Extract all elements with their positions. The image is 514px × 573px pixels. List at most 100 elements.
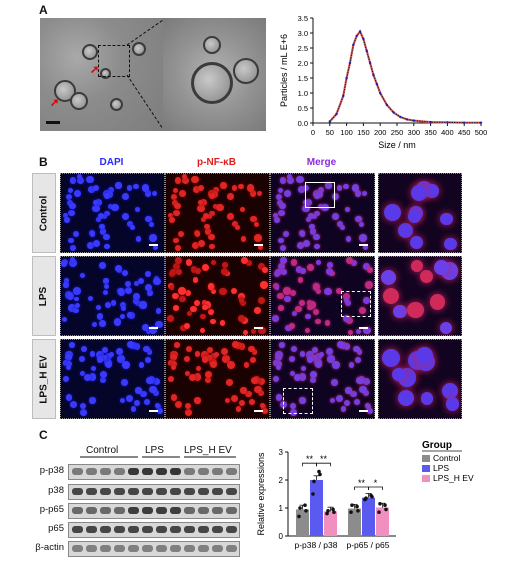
data-point (345, 76, 348, 80)
panel-letter-c: C (39, 428, 48, 442)
legend-label: LPS_H EV (433, 473, 474, 483)
band (114, 468, 125, 475)
bar-control (348, 508, 361, 536)
panel-letter-a: A (39, 3, 48, 17)
band (114, 545, 125, 552)
row-label-control: Control (32, 173, 56, 253)
micrograph-lps-h-ev-dapi (60, 339, 165, 419)
y-tick-label: 3.5 (298, 14, 308, 23)
legend-title: Group (422, 440, 452, 451)
x-axis-label: Size / nm (378, 140, 416, 150)
blot-strip (68, 522, 240, 538)
y-tick-label: 2 (279, 476, 284, 485)
zoom-region-box (341, 291, 371, 317)
x-tick-label: 400 (441, 128, 454, 137)
x-tick-label: 150 (357, 128, 370, 137)
panel-letter-b: B (39, 155, 48, 169)
band (128, 468, 139, 475)
band (184, 526, 195, 533)
data-point (326, 509, 330, 513)
band (212, 507, 223, 514)
band (198, 545, 209, 552)
band (142, 545, 153, 552)
blot-strip (68, 503, 240, 519)
y-tick-label: 3 (279, 448, 284, 457)
band (100, 488, 111, 495)
data-point (370, 495, 374, 499)
y-tick-label: 0.0 (298, 119, 308, 128)
band (114, 488, 125, 495)
zoom-region-box (98, 45, 130, 77)
legend-swatch (422, 475, 430, 482)
data-point (311, 492, 315, 496)
bar-lps (362, 497, 375, 536)
band (170, 507, 181, 514)
column-title-dapi: DAPI (99, 157, 124, 168)
data-point (348, 61, 352, 65)
data-point (429, 120, 432, 124)
scale-bar (149, 410, 158, 412)
micrograph-control-dapi (60, 173, 165, 253)
significance-label: ** (306, 454, 314, 464)
x-tick-label: 200 (374, 128, 387, 137)
band (170, 488, 181, 495)
scale-bar (359, 410, 368, 412)
micrograph-lps-nfkb (165, 256, 270, 336)
data-point (325, 511, 329, 516)
x-tick-label: 250 (391, 128, 404, 137)
data-point (312, 479, 316, 484)
data-point (304, 509, 308, 513)
x-tick-label: 450 (458, 128, 471, 137)
legend-swatch (422, 455, 430, 462)
data-point (297, 514, 301, 519)
legend-label: Control (433, 453, 461, 463)
scale-bar (46, 121, 60, 124)
scale-bar (254, 327, 263, 329)
y-axis-label: Relative expressions (256, 452, 266, 536)
band (170, 526, 181, 533)
band (72, 488, 83, 495)
data-point (350, 503, 354, 507)
band (86, 526, 97, 533)
blot-label: p-p38 (39, 465, 64, 476)
zoom-region-box (305, 182, 335, 208)
band (156, 545, 167, 552)
data-point (412, 119, 415, 122)
bar-lps (310, 480, 323, 536)
bar-control (296, 509, 309, 536)
data-point (383, 503, 387, 507)
band (156, 507, 167, 514)
band (142, 526, 153, 533)
band (212, 488, 223, 495)
band (72, 526, 83, 533)
group-underlines (80, 456, 236, 458)
data-point (378, 502, 382, 506)
band (128, 526, 139, 533)
band (72, 468, 83, 475)
blot-strip (68, 464, 240, 480)
category-label: p-p65 / p65 (346, 540, 389, 550)
micrograph-control-merge (270, 173, 375, 253)
data-point (405, 118, 409, 121)
data-point (298, 506, 302, 510)
band (226, 507, 237, 514)
zoom-connector-lines (126, 19, 164, 130)
band (142, 507, 153, 514)
significance-label: ** (320, 454, 328, 464)
x-tick-label: 300 (408, 128, 421, 137)
band (184, 545, 195, 552)
band (100, 507, 111, 514)
bar-lps-h-ev (376, 507, 389, 536)
band (86, 507, 97, 514)
scale-bar (149, 327, 158, 329)
band (114, 526, 125, 533)
row-label-lps: LPS (32, 256, 56, 336)
micrograph-lps-h-ev-zoom (378, 339, 462, 419)
band (156, 488, 167, 495)
band (226, 545, 237, 552)
group-label-lps-h-ev: LPS_H EV (184, 445, 232, 456)
blot-label: p-p65 (39, 504, 64, 515)
band (142, 488, 153, 495)
data-point (377, 510, 381, 514)
band (198, 488, 209, 495)
